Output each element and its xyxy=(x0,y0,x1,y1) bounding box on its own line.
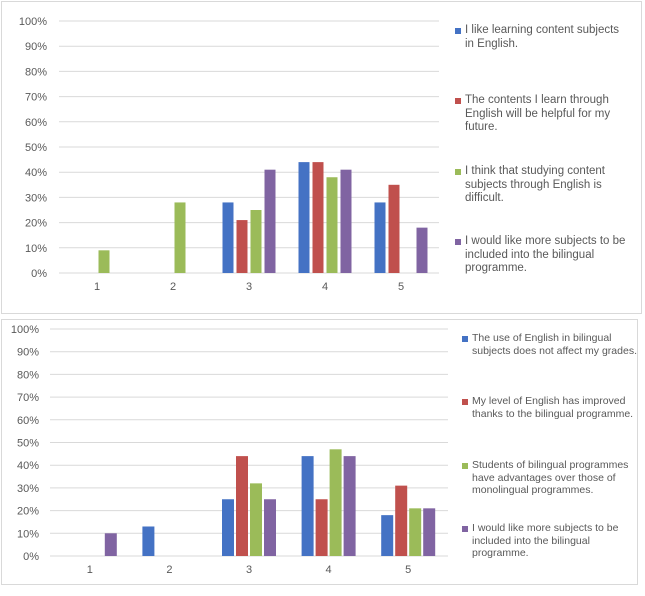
bar-s3-cat4 xyxy=(329,449,342,556)
legend-label: I would like more subjects to be include… xyxy=(472,522,619,559)
y-tick-label: 80% xyxy=(25,66,47,78)
legend-swatch xyxy=(455,28,461,34)
x-tick-label: 5 xyxy=(405,564,411,576)
legend-label: The use of English in bilingual subjects… xyxy=(472,332,637,357)
bar-s4-cat5 xyxy=(423,508,436,556)
legend-label: I like learning content subjects in Engl… xyxy=(465,24,620,50)
y-tick-label: 10% xyxy=(17,528,39,540)
chart-1-plot: 0% 10% 20% 30% 40% 50% 60% 70% 80% 90% 100% 1 2 3 4 5 xyxy=(19,16,439,293)
legend-label: I think that studying content subjects t… xyxy=(465,165,606,204)
bar-s4-cat1 xyxy=(104,533,117,556)
bar-s2-cat4 xyxy=(312,162,324,273)
legend-swatch xyxy=(455,98,461,104)
legend-item-1-1: I like learning content subjects in Engl… xyxy=(455,24,630,51)
x-tick-label: 5 xyxy=(398,281,404,293)
bar-s1-cat4 xyxy=(298,162,310,273)
x-tick-label: 1 xyxy=(87,564,93,576)
bar-s2-cat5 xyxy=(395,485,408,556)
legend-swatch xyxy=(455,169,461,175)
chart-2-plot: 0% 10% 20% 30% 40% 50% 60% 70% 80% 90% 100% 1 2 3 4 5 xyxy=(11,324,448,576)
bar-s3-cat1 xyxy=(98,250,110,273)
bar-s3-cat3 xyxy=(250,483,262,556)
y-tick-label: 40% xyxy=(17,460,39,472)
y-tick-label: 0% xyxy=(31,268,47,280)
x-tick-label: 4 xyxy=(326,564,332,576)
y-tick-label: 70% xyxy=(25,92,47,104)
x-tick-label: 1 xyxy=(94,281,100,293)
x-tick-label: 4 xyxy=(322,281,328,293)
bar-s1-cat3 xyxy=(222,202,234,273)
chart-panel-1: 0% 10% 20% 30% 40% 50% 60% 70% 80% 90% 100% 1 2 3 4 5 I… xyxy=(1,1,642,314)
x-tick-label: 3 xyxy=(246,564,252,576)
legend-label: I would like more subjects to be include… xyxy=(465,235,626,274)
bar-s4-cat3 xyxy=(264,169,276,273)
legend-item-1-3: I think that studying content subjects t… xyxy=(455,165,630,206)
x-tick-label: 2 xyxy=(166,564,172,576)
y-tick-label: 90% xyxy=(17,347,39,359)
x-tick-label: 3 xyxy=(246,281,252,293)
bar-s3-cat2 xyxy=(174,202,186,273)
y-tick-label: 20% xyxy=(17,506,39,518)
y-tick-label: 60% xyxy=(17,415,39,427)
y-tick-label: 40% xyxy=(25,167,47,179)
y-tick-label: 50% xyxy=(17,438,39,450)
bar-s1-cat5 xyxy=(381,515,394,556)
y-tick-label: 60% xyxy=(25,117,47,129)
bar-s3-cat4 xyxy=(326,177,338,273)
legend-item-2-1: The use of English in bilingual subjects… xyxy=(462,332,640,357)
legend-swatch xyxy=(462,463,468,469)
bar-s4-cat3 xyxy=(264,499,276,556)
y-tick-label: 20% xyxy=(25,218,47,230)
legend-swatch xyxy=(455,239,461,245)
legend-label: My level of English has improved thanks … xyxy=(472,395,634,420)
y-tick-label: 100% xyxy=(19,16,47,28)
legend-label: The contents I learn through English wil… xyxy=(465,94,611,133)
y-tick-label: 10% xyxy=(25,243,47,255)
legend-swatch xyxy=(462,526,468,532)
y-tick-label: 90% xyxy=(25,41,47,53)
bar-s3-cat5 xyxy=(409,508,422,556)
y-tick-label: 70% xyxy=(17,392,39,404)
bar-s2-cat3 xyxy=(236,456,248,556)
legend-item-1-4: I would like more subjects to be include… xyxy=(455,235,630,276)
legend-item-2-2: My level of English has improved thanks … xyxy=(462,395,640,420)
bar-s1-cat3 xyxy=(222,499,234,556)
bar-s1-cat2 xyxy=(142,526,155,556)
y-tick-label: 50% xyxy=(25,142,47,154)
y-tick-label: 100% xyxy=(11,324,39,336)
legend-label: Students of bilingual programmes have ad… xyxy=(472,459,629,496)
legend-swatch xyxy=(462,399,468,405)
bar-s2-cat5 xyxy=(388,184,400,273)
bar-s4-cat4 xyxy=(343,456,356,556)
y-tick-label: 30% xyxy=(17,483,39,495)
bar-s4-cat4 xyxy=(340,169,352,273)
y-tick-label: 0% xyxy=(23,551,39,563)
legend-item-2-4: I would like more subjects to be include… xyxy=(462,522,640,560)
y-tick-label: 80% xyxy=(17,369,39,381)
bar-s1-cat5 xyxy=(374,202,386,273)
legend-item-2-3: Students of bilingual programmes have ad… xyxy=(462,459,640,497)
bar-s1-cat4 xyxy=(301,456,314,556)
bar-s2-cat3 xyxy=(236,220,248,273)
bar-s4-cat5 xyxy=(416,227,428,273)
bar-s3-cat3 xyxy=(250,210,262,273)
chart-panel-2: 0% 10% 20% 30% 40% 50% 60% 70% 80% 90% 100% 1 2 3 4 5 T… xyxy=(1,319,638,585)
bar-s2-cat4 xyxy=(315,499,328,556)
y-tick-label: 30% xyxy=(25,192,47,204)
legend-swatch xyxy=(462,336,468,342)
legend-item-1-2: The contents I learn through English wil… xyxy=(455,94,630,135)
x-tick-label: 2 xyxy=(170,281,176,293)
